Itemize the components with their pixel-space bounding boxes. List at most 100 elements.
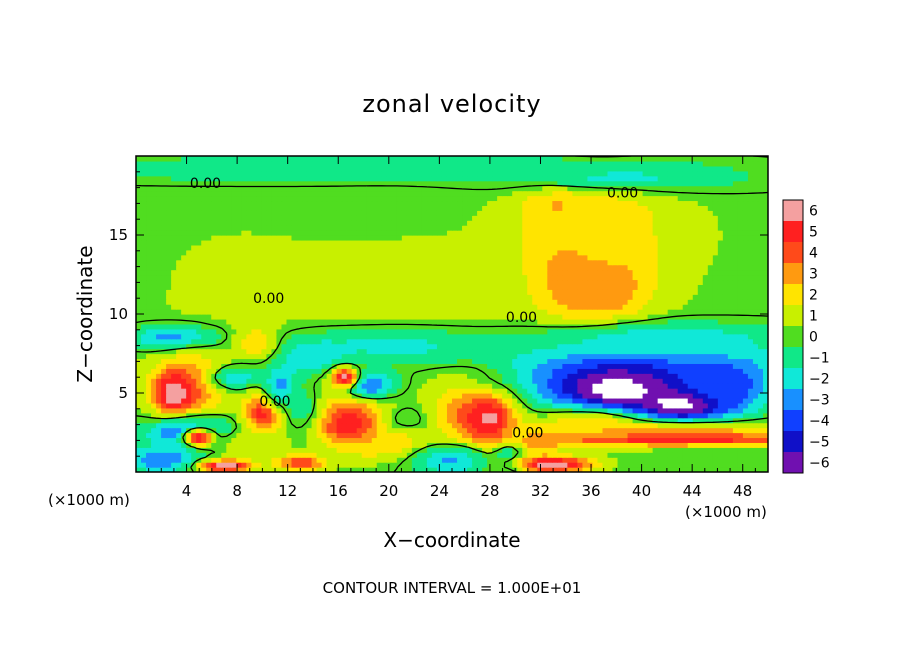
heatmap-cell bbox=[527, 417, 533, 424]
heatmap-cell bbox=[622, 388, 629, 394]
heatmap-cell bbox=[361, 279, 368, 285]
heatmap-cell bbox=[281, 417, 288, 424]
heatmap-cell bbox=[707, 462, 714, 468]
heatmap-cell bbox=[171, 388, 177, 394]
heatmap-cell bbox=[692, 289, 699, 295]
heatmap-cell bbox=[502, 284, 508, 290]
heatmap-cell bbox=[381, 343, 388, 350]
heatmap-cell bbox=[301, 378, 308, 384]
heatmap-cell bbox=[206, 318, 212, 325]
heatmap-cell bbox=[391, 318, 398, 325]
heatmap-cell bbox=[341, 393, 348, 399]
heatmap-cell bbox=[637, 422, 644, 429]
heatmap-cell bbox=[346, 284, 353, 290]
heatmap-cell bbox=[537, 447, 543, 453]
heatmap-cell bbox=[226, 412, 232, 419]
heatmap-cell bbox=[567, 314, 573, 320]
heatmap-cell bbox=[467, 274, 473, 281]
heatmap-cell bbox=[602, 289, 609, 295]
heatmap-cell bbox=[737, 304, 744, 310]
heatmap-cell bbox=[472, 383, 478, 389]
heatmap-cell bbox=[361, 452, 368, 458]
heatmap-cell bbox=[391, 323, 398, 330]
heatmap-cell bbox=[742, 368, 749, 374]
heatmap-cell bbox=[241, 383, 247, 389]
heatmap-cell bbox=[662, 314, 669, 320]
heatmap-cell bbox=[462, 388, 468, 394]
heatmap-cell bbox=[552, 412, 558, 419]
heatmap-cell bbox=[206, 274, 212, 281]
heatmap-cell bbox=[707, 309, 714, 315]
heatmap-cell bbox=[401, 467, 408, 472]
heatmap-cell bbox=[416, 309, 423, 315]
heatmap-cell bbox=[306, 358, 313, 364]
heatmap-cell bbox=[737, 432, 744, 439]
heatmap-cell bbox=[371, 378, 378, 384]
heatmap-cell bbox=[441, 279, 448, 285]
heatmap-cell bbox=[597, 333, 604, 340]
heatmap-cell bbox=[612, 348, 619, 355]
heatmap-cell bbox=[226, 442, 232, 448]
heatmap-cell bbox=[251, 358, 257, 364]
heatmap-cell bbox=[752, 353, 759, 360]
heatmap-cell bbox=[266, 388, 273, 394]
heatmap-cell bbox=[216, 348, 222, 355]
heatmap-cell bbox=[336, 333, 343, 340]
heatmap-cell bbox=[487, 388, 493, 394]
heatmap-cell bbox=[441, 457, 448, 463]
heatmap-cell bbox=[301, 412, 308, 419]
heatmap-cell bbox=[682, 368, 689, 374]
heatmap-cell bbox=[597, 388, 604, 394]
heatmap-cell bbox=[266, 442, 273, 448]
heatmap-cell bbox=[256, 427, 262, 434]
heatmap-cell bbox=[286, 338, 293, 345]
heatmap-cell bbox=[762, 368, 768, 374]
heatmap-cell bbox=[431, 378, 438, 384]
heatmap-cell bbox=[747, 309, 754, 315]
heatmap-cell bbox=[572, 383, 578, 389]
heatmap-cell bbox=[717, 338, 724, 345]
heatmap-cell bbox=[457, 462, 463, 468]
heatmap-cell bbox=[577, 407, 584, 414]
heatmap-cell bbox=[552, 348, 558, 355]
heatmap-cell bbox=[286, 407, 293, 414]
heatmap-cell bbox=[597, 368, 604, 374]
heatmap-cell bbox=[737, 363, 744, 369]
heatmap-cell bbox=[587, 279, 594, 285]
heatmap-cell bbox=[472, 333, 478, 340]
heatmap-cell bbox=[391, 407, 398, 414]
heatmap-cell bbox=[181, 388, 187, 394]
heatmap-cell bbox=[166, 388, 172, 394]
heatmap-cell bbox=[642, 368, 649, 374]
heatmap-cell bbox=[752, 318, 759, 325]
heatmap-cell bbox=[597, 309, 604, 315]
heatmap-cell bbox=[296, 422, 303, 429]
heatmap-cell bbox=[256, 299, 262, 305]
heatmap-cell bbox=[311, 279, 318, 285]
heatmap-cell bbox=[512, 304, 518, 310]
heatmap-cell bbox=[682, 294, 689, 300]
heatmap-cell bbox=[602, 294, 609, 300]
heatmap-cell bbox=[446, 393, 453, 399]
heatmap-cell bbox=[457, 427, 463, 434]
heatmap-cell bbox=[637, 452, 644, 458]
heatmap-cell bbox=[712, 427, 719, 434]
heatmap-cell bbox=[647, 299, 654, 305]
heatmap-cell bbox=[552, 338, 558, 345]
heatmap-cell bbox=[512, 447, 518, 453]
heatmap-cell bbox=[301, 318, 308, 325]
heatmap-cell bbox=[306, 442, 313, 448]
heatmap-cell bbox=[186, 368, 192, 374]
heatmap-cell bbox=[156, 328, 162, 335]
heatmap-cell bbox=[647, 363, 654, 369]
heatmap-cell bbox=[206, 393, 212, 399]
heatmap-cell bbox=[396, 388, 403, 394]
heatmap-cell bbox=[316, 358, 323, 364]
heatmap-cell bbox=[286, 437, 293, 443]
heatmap-cell bbox=[547, 343, 553, 350]
heatmap-cell bbox=[346, 338, 353, 345]
heatmap-cell bbox=[311, 452, 318, 458]
heatmap-cell bbox=[647, 437, 654, 443]
heatmap-cell bbox=[271, 432, 278, 439]
heatmap-cell bbox=[236, 397, 242, 404]
